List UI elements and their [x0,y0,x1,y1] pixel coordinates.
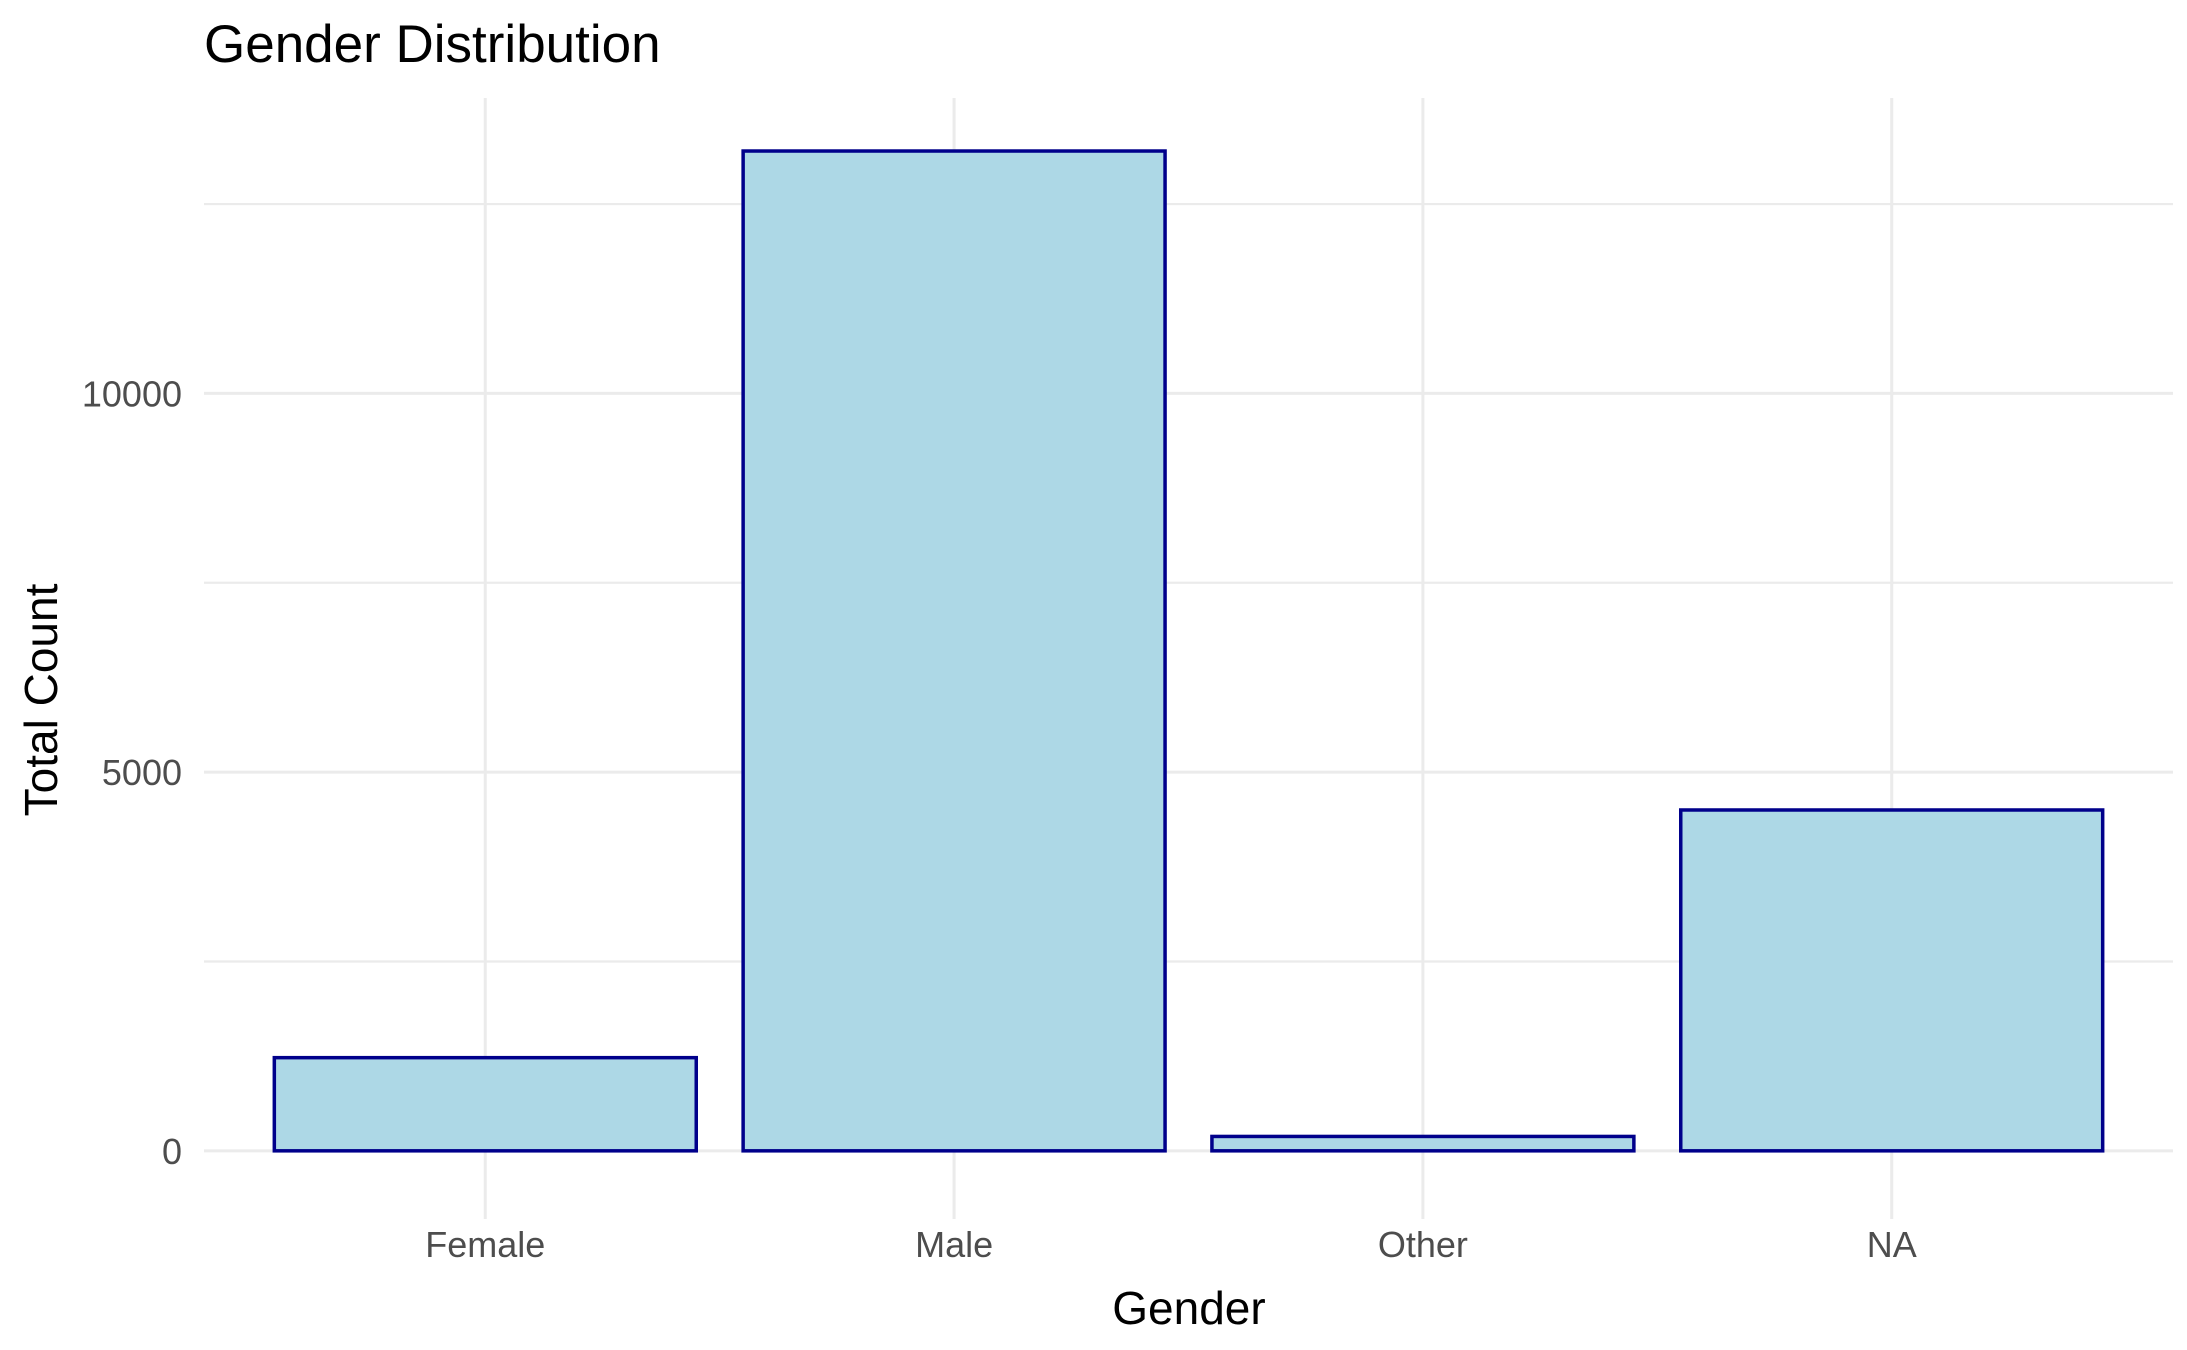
x-axis-ticks: Female Male Other NA [425,1224,1916,1265]
x-tick-label: Other [1378,1224,1468,1265]
bar-female [272,1055,698,1153]
bar-na [1679,808,2105,1153]
x-tick-label: Male [915,1224,993,1265]
y-axis-title: Total Count [15,583,67,816]
x-axis-title: Gender [1112,1282,1265,1334]
y-axis-ticks: 0 5000 10000 [82,373,182,1171]
x-tick-label: Female [425,1224,545,1265]
bars [272,149,2105,1153]
bar-male [741,149,1167,1153]
y-tick-label: 0 [162,1131,182,1172]
x-tick-label: NA [1867,1224,1917,1265]
bar-other [1210,1134,1636,1153]
y-tick-label: 5000 [102,752,182,793]
y-tick-label: 10000 [82,373,182,414]
chart-title: Gender Distribution [204,15,661,74]
